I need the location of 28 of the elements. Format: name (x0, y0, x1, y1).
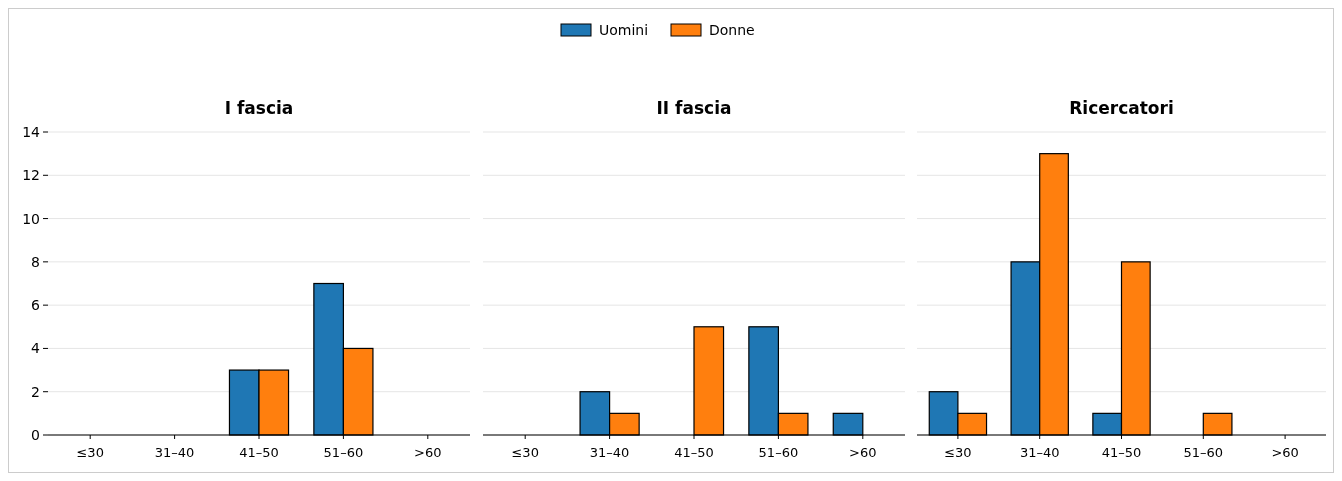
x-tick-label: 51–60 (323, 445, 364, 460)
x-tick-label: 51–60 (758, 445, 799, 460)
y-tick-label: 12 (22, 167, 40, 184)
y-tick-label: 0 (31, 427, 40, 443)
chart-title: Ricercatori (1069, 98, 1174, 118)
x-tick-label: ≤30 (511, 445, 539, 460)
x-tick-label: 31–40 (1019, 445, 1060, 460)
y-tick-label: 14 (22, 124, 41, 140)
legend-label: Uomini (599, 22, 649, 38)
y-tick-label: 2 (31, 383, 40, 400)
x-tick-label: 51–60 (1183, 445, 1224, 460)
y-tick-label: 6 (31, 297, 41, 314)
x-tick-label: 41–50 (674, 445, 714, 460)
x-tick-label: >60 (1271, 445, 1299, 460)
y-tick-label: 10 (22, 210, 40, 227)
chart-title: I fascia (224, 98, 294, 118)
legend-label: Donne (709, 22, 755, 38)
x-tick-label: 31–40 (154, 445, 195, 460)
x-tick-label: 41–50 (239, 445, 279, 460)
y-tick-label: 4 (31, 340, 41, 357)
x-tick-label: 31–40 (589, 445, 630, 460)
x-tick-label: ≤30 (76, 445, 104, 460)
y-tick-label: 8 (31, 253, 40, 270)
chart-title: II fascia (656, 98, 732, 118)
x-tick-label: >60 (849, 445, 877, 460)
x-tick-label: >60 (414, 445, 442, 460)
x-tick-label: ≤30 (944, 445, 972, 460)
x-tick-label: 41–50 (1101, 445, 1142, 460)
